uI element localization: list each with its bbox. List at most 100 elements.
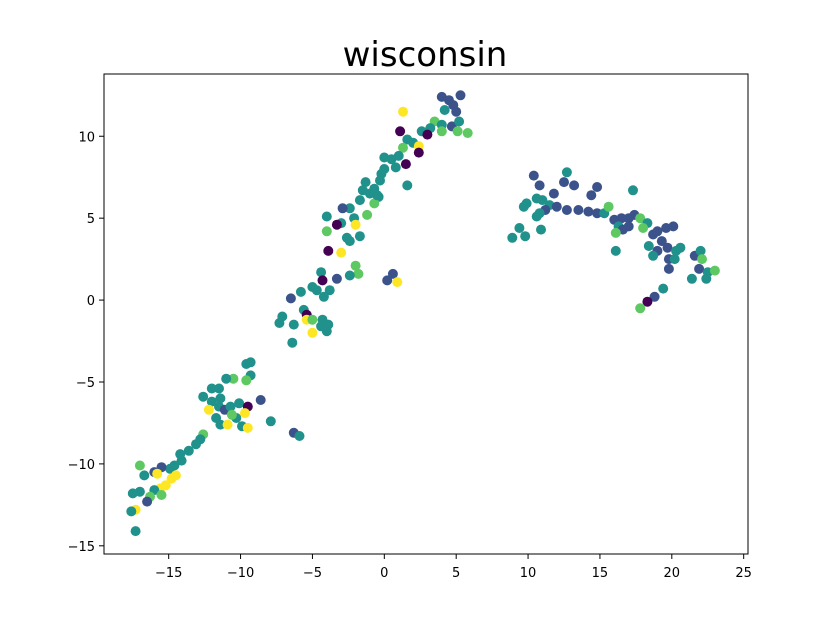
data-point — [198, 391, 209, 402]
data-point — [221, 373, 232, 384]
data-point — [561, 205, 572, 215]
plot-frame — [103, 73, 749, 555]
data-point — [610, 227, 621, 238]
data-point — [638, 223, 649, 233]
data-point — [344, 203, 355, 214]
data-point — [142, 496, 153, 507]
data-point — [255, 395, 266, 405]
data-point — [628, 185, 638, 196]
chart-title: wisconsin — [343, 35, 508, 75]
data-point — [360, 177, 371, 188]
data-point — [507, 232, 518, 243]
data-point — [603, 201, 614, 212]
data-point — [226, 409, 237, 420]
y-axis: −15 −10 −5 0 5 10 — [68, 130, 104, 555]
data-point — [436, 126, 447, 137]
data-point — [222, 419, 233, 430]
data-point — [337, 203, 348, 214]
data-point — [551, 201, 562, 212]
data-point — [245, 357, 256, 368]
data-point — [354, 231, 365, 242]
data-point — [675, 242, 686, 253]
x-tick-label: 15 — [592, 566, 609, 581]
data-point — [139, 470, 150, 481]
points-layer — [126, 90, 720, 537]
data-point — [520, 231, 531, 242]
data-point — [694, 263, 705, 274]
x-tick-label: 0 — [380, 566, 388, 581]
data-point — [176, 455, 187, 466]
data-point — [649, 291, 660, 302]
x-tick-label: 10 — [520, 566, 537, 581]
data-point — [686, 273, 697, 284]
data-point — [372, 190, 383, 201]
data-point — [402, 180, 413, 191]
data-point — [569, 180, 580, 191]
data-point — [156, 490, 167, 500]
data-point — [241, 375, 252, 386]
data-point — [536, 224, 546, 235]
data-point — [395, 126, 406, 137]
data-point — [439, 105, 450, 115]
data-point — [362, 209, 373, 220]
x-tick-label: 20 — [664, 566, 681, 581]
data-point — [318, 291, 329, 302]
data-point — [451, 106, 462, 117]
data-point — [548, 188, 559, 199]
data-point — [307, 327, 318, 338]
data-point — [316, 267, 327, 278]
data-point — [662, 242, 673, 253]
data-point — [323, 245, 334, 256]
data-point — [422, 129, 433, 140]
data-point — [206, 383, 217, 394]
data-point — [697, 254, 707, 265]
data-point — [668, 221, 679, 232]
data-point — [134, 460, 145, 471]
data-point — [592, 182, 603, 192]
data-point — [387, 268, 398, 279]
y-tick-label: 0 — [87, 294, 95, 309]
data-point — [663, 263, 674, 274]
data-point — [623, 221, 634, 232]
data-point — [130, 526, 141, 537]
data-point — [287, 337, 298, 348]
data-point — [317, 275, 328, 286]
data-point — [518, 201, 529, 212]
y-tick-label: 5 — [87, 212, 95, 227]
data-point — [592, 208, 603, 219]
data-point — [392, 277, 403, 288]
x-tick-label: 25 — [735, 566, 752, 581]
data-point — [288, 319, 299, 330]
data-point — [528, 170, 539, 181]
data-point — [183, 445, 194, 456]
data-point — [228, 373, 239, 384]
data-point — [642, 296, 653, 307]
data-point — [652, 226, 663, 237]
y-tick-label: −15 — [68, 540, 95, 555]
data-point — [583, 206, 594, 217]
data-point — [350, 260, 361, 271]
data-point — [454, 116, 465, 127]
data-point — [331, 219, 342, 230]
data-point — [400, 159, 411, 170]
data-point — [321, 326, 332, 337]
data-point — [191, 439, 201, 450]
data-point — [452, 126, 463, 137]
data-point — [294, 431, 305, 441]
data-point — [701, 273, 712, 284]
data-point — [616, 213, 627, 224]
data-point — [354, 195, 365, 206]
data-point — [203, 404, 214, 415]
x-tick-label: −15 — [155, 566, 182, 581]
data-point — [215, 419, 226, 430]
data-point — [336, 247, 347, 258]
data-point — [561, 167, 572, 178]
data-point — [152, 468, 163, 479]
data-point — [462, 128, 473, 138]
x-tick-label: −10 — [227, 566, 254, 581]
data-point — [648, 250, 659, 261]
data-point — [127, 488, 138, 499]
y-tick-label: 10 — [78, 130, 95, 145]
data-point — [379, 152, 390, 163]
